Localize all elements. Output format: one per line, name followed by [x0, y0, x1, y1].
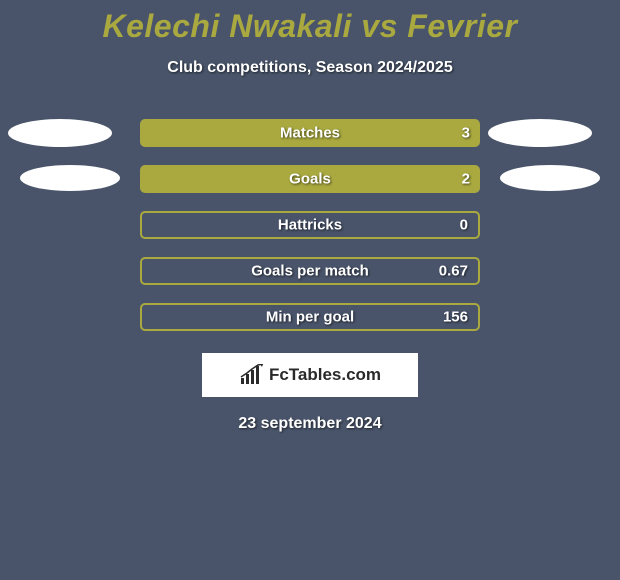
- stat-value: 0.67: [439, 263, 468, 280]
- logo-box: FcTables.com: [202, 353, 418, 397]
- stats-list: Matches 3 Goals 2 Hattricks 0 Goals per match 0…: [0, 119, 620, 331]
- stat-row: Hattricks 0: [140, 211, 480, 239]
- stat-row: Matches 3: [140, 119, 480, 147]
- stats-area: Matches 3 Goals 2 Hattricks 0 Goals per match 0…: [0, 119, 620, 433]
- logo-text-prefix: Fc: [269, 365, 289, 384]
- stat-value: 2: [462, 171, 470, 188]
- stat-value: 0: [460, 217, 468, 234]
- stat-row: Goals 2: [140, 165, 480, 193]
- page-title: Kelechi Nwakali vs Fevrier: [0, 0, 620, 45]
- stat-value: 156: [443, 309, 468, 326]
- player-left-ellipse-1: [8, 119, 112, 147]
- stat-value: 3: [462, 125, 470, 142]
- date-line: 23 september 2024: [0, 415, 620, 433]
- stat-label: Goals: [289, 171, 331, 188]
- stat-label: Matches: [280, 125, 340, 142]
- stat-label: Goals per match: [251, 263, 369, 280]
- stat-row: Goals per match 0.67: [140, 257, 480, 285]
- bar-chart-icon: [239, 364, 265, 386]
- logo-text-suffix: Tables.com: [289, 365, 381, 384]
- stat-row: Min per goal 156: [140, 303, 480, 331]
- logo-text: FcTables.com: [269, 365, 381, 385]
- stat-label: Min per goal: [266, 309, 354, 326]
- player-right-ellipse-1: [488, 119, 592, 147]
- stat-label: Hattricks: [278, 217, 342, 234]
- subtitle: Club competitions, Season 2024/2025: [0, 59, 620, 77]
- player-left-ellipse-2: [20, 165, 120, 191]
- logo: FcTables.com: [239, 364, 381, 386]
- comparison-infographic: Kelechi Nwakali vs Fevrier Club competit…: [0, 0, 620, 580]
- player-right-ellipse-2: [500, 165, 600, 191]
